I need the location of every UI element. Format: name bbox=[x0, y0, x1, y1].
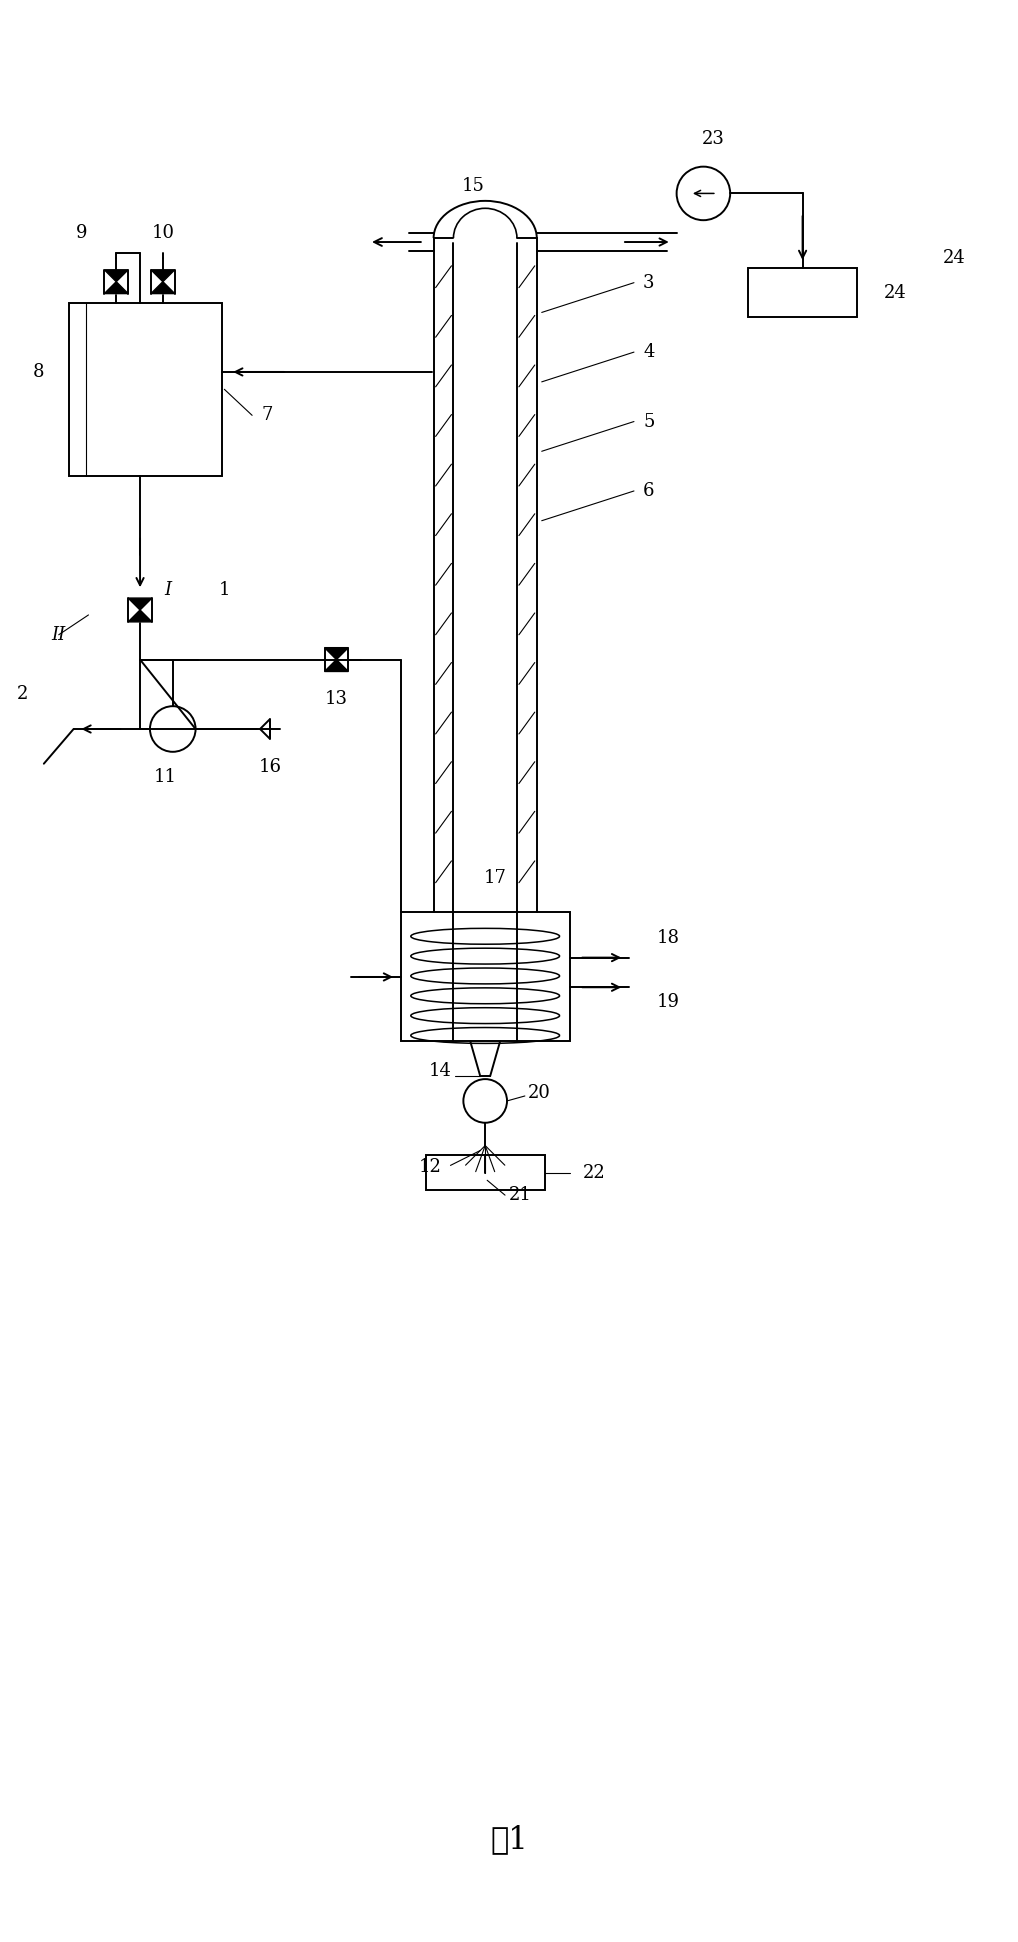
Bar bbox=[426, 1155, 545, 1190]
Polygon shape bbox=[325, 660, 348, 672]
Text: 20: 20 bbox=[528, 1084, 551, 1101]
Text: 23: 23 bbox=[701, 130, 725, 148]
Bar bbox=[748, 268, 857, 317]
Text: 7: 7 bbox=[262, 406, 273, 425]
Text: 13: 13 bbox=[325, 689, 348, 709]
Text: 9: 9 bbox=[75, 223, 88, 243]
Text: 6: 6 bbox=[643, 482, 655, 499]
Polygon shape bbox=[104, 282, 128, 293]
Text: 5: 5 bbox=[643, 412, 655, 431]
Text: 15: 15 bbox=[462, 177, 485, 196]
Text: 10: 10 bbox=[152, 223, 174, 243]
Text: I: I bbox=[164, 581, 171, 600]
Text: 3: 3 bbox=[643, 274, 655, 291]
Text: 11: 11 bbox=[154, 767, 176, 787]
Text: 24: 24 bbox=[943, 249, 966, 266]
Text: 14: 14 bbox=[430, 1062, 452, 1080]
Polygon shape bbox=[128, 598, 152, 610]
Polygon shape bbox=[151, 270, 175, 282]
Text: 16: 16 bbox=[259, 757, 281, 775]
Polygon shape bbox=[104, 270, 128, 282]
Text: 4: 4 bbox=[643, 344, 655, 361]
Polygon shape bbox=[325, 649, 348, 660]
Text: 18: 18 bbox=[658, 928, 680, 948]
Text: 24: 24 bbox=[884, 284, 906, 301]
Text: 12: 12 bbox=[419, 1157, 442, 1177]
Text: 17: 17 bbox=[484, 868, 507, 887]
Text: 1: 1 bbox=[219, 581, 230, 600]
Polygon shape bbox=[151, 282, 175, 293]
Bar bbox=[401, 913, 569, 1041]
Text: 8: 8 bbox=[34, 363, 45, 381]
Text: II: II bbox=[52, 625, 66, 645]
Polygon shape bbox=[128, 610, 152, 621]
Text: 22: 22 bbox=[583, 1163, 606, 1183]
Bar bbox=[68, 303, 222, 476]
Text: 2: 2 bbox=[16, 686, 27, 703]
Text: 图1: 图1 bbox=[490, 1824, 528, 1855]
Text: 21: 21 bbox=[508, 1187, 531, 1204]
Text: 19: 19 bbox=[658, 992, 680, 1012]
